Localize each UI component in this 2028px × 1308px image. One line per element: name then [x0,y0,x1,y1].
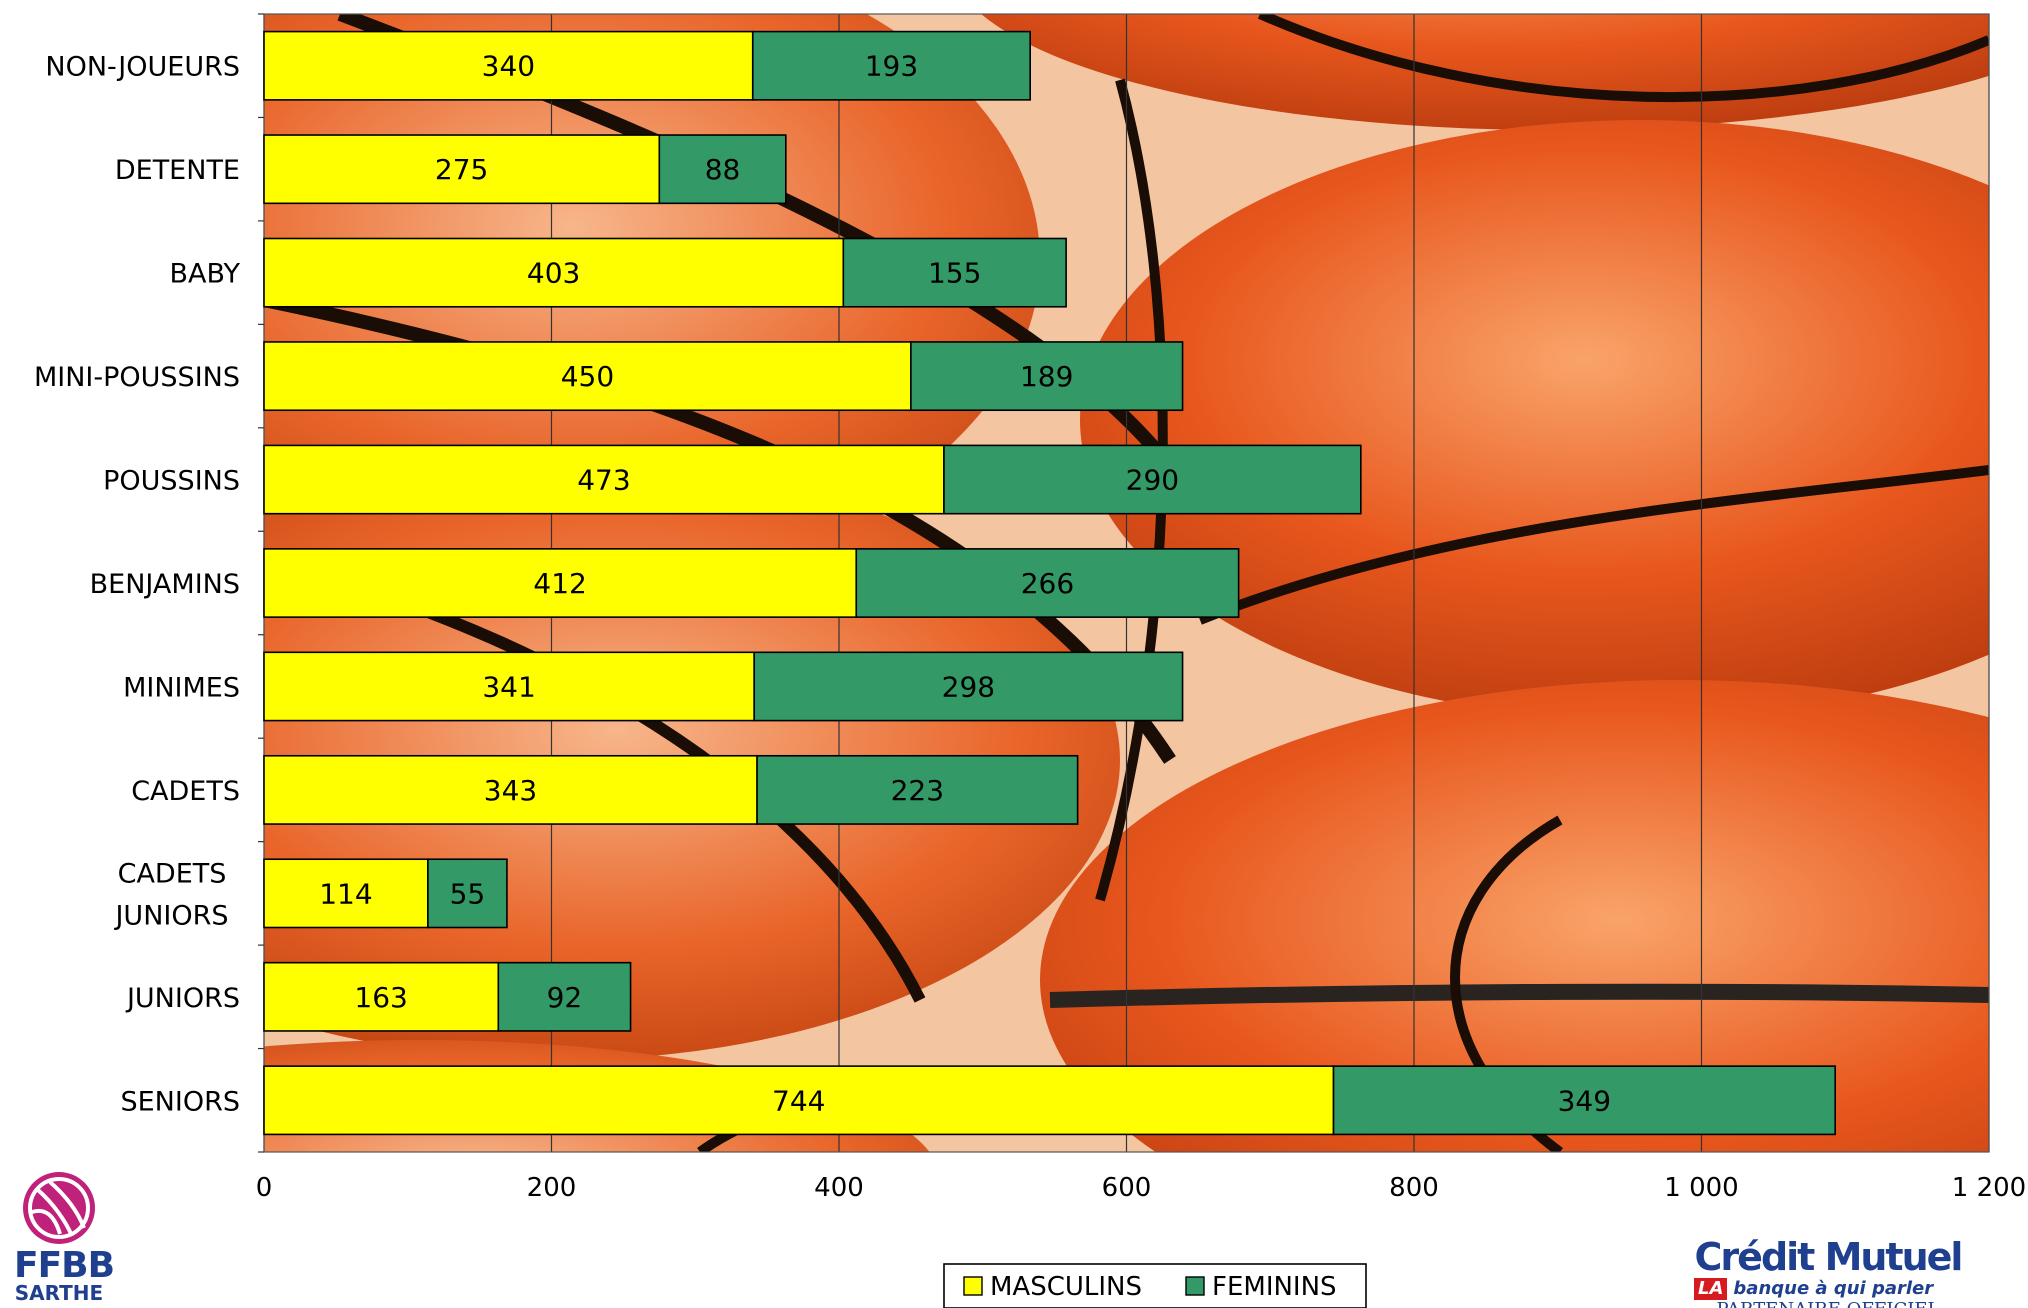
credit-mutuel-partner: PARTENAIRE OFFICIEL [1694,1300,1962,1308]
x-tick-label: 800 [1389,1173,1439,1203]
bar-value-label: 450 [561,360,614,393]
bar-feminins [1332,1065,1836,1136]
bar-masculins [263,858,429,929]
bar-value-label: 88 [705,153,741,186]
credit-mutuel-logo-text: Crédit Mutuel [1694,1236,1964,1279]
bar-feminins [427,858,508,929]
legend-swatch-masculins [963,1276,983,1296]
bar-feminins [497,961,632,1032]
bar-value-label: 349 [1558,1084,1611,1117]
x-tick-label: 200 [527,1173,577,1203]
bar-value-label: 298 [942,670,995,703]
bar-masculins [263,1065,1335,1136]
legend: MASCULINS FEMININS [943,1263,1367,1308]
x-tick-label: 0 [256,1173,273,1203]
category-label: SENIORS [120,1086,240,1117]
x-tick-label: 600 [1102,1173,1152,1203]
bar-value-label: 290 [1126,464,1179,497]
legend-label: MASCULINS [990,1272,1142,1302]
bar-value-label: 55 [450,877,486,910]
bar-value-label: 275 [435,153,488,186]
ffbb-logo-text: FFBB [14,1245,115,1286]
ffbb-logo-sub: SARTHE [14,1281,104,1305]
bar-value-label: 189 [1020,360,1073,393]
bar-masculins [263,237,845,308]
bar-masculins [263,651,755,722]
ffbb-logo: FFBB SARTHE [14,1168,115,1308]
bar-feminins [910,341,1184,412]
bars: 340 193 275 88 403 155 450 189 473 290 412 266 341 29… [263,30,1836,1136]
bar-feminins [943,444,1362,515]
legend-label: FEMININS [1212,1272,1337,1302]
x-axis-ticks: 0 200 400 600 800 1 000 1 200 [256,1173,2026,1203]
bar-value-label: 412 [533,567,586,600]
category-label: BABY [169,259,240,290]
x-tick-label: 1 000 [1664,1173,1738,1203]
legend-box [943,1263,1367,1308]
bar-masculins [263,548,858,618]
credit-mutuel-tagline-text: banque à qui parler [1733,1278,1934,1299]
x-tick-label: 1 200 [1952,1173,2026,1203]
bar-feminins [658,134,787,205]
legend-swatch-feminins [1185,1276,1205,1296]
category-label: CADETS JUNIORS [113,858,228,931]
category-label: POUSSINS [103,466,240,497]
category-label: DETENTE [115,155,240,186]
bar-masculins [263,341,912,412]
category-label: BENJAMINS [90,569,240,600]
bar-value-label: 266 [1021,567,1074,600]
bar-value-label: 155 [928,257,981,290]
bar-value-label: 193 [865,50,918,83]
bar-feminins [855,548,1240,618]
basketball-logo-icon [23,1172,95,1244]
bar-masculins [263,444,945,515]
credit-mutuel-tagline: LA banque à qui parler [1694,1278,1962,1300]
bar-value-label: 744 [772,1084,825,1117]
category-labels: NON-JOUEURS DETENTE BABY MINI-POUSSINS POUSS… [34,52,241,1118]
category-label: CADETS [131,776,240,807]
category-label: MINIMES [123,672,240,703]
bar-value-label: 473 [577,464,630,497]
bar-value-label: 341 [482,670,535,703]
x-tick-label: 400 [814,1173,864,1203]
bar-value-label: 223 [891,774,944,807]
bar-value-label: 92 [547,981,583,1014]
bar-feminins [756,754,1079,825]
bar-value-label: 114 [319,877,372,910]
bar-value-label: 343 [484,774,537,807]
bar-feminins [842,237,1067,308]
bar-value-label: 340 [482,50,535,83]
bar-feminins [751,30,1031,101]
bar-value-label: 403 [527,257,580,290]
bar-value-label: 163 [354,981,407,1014]
category-label: JUNIORS [125,983,240,1014]
bar-masculins [263,754,758,825]
credit-mutuel-la: LA [1694,1278,1728,1300]
category-label: MINI-POUSSINS [34,362,240,393]
category-label: NON-JOUEURS [45,52,240,83]
bar-feminins [753,651,1184,722]
bar-masculins [263,30,754,101]
